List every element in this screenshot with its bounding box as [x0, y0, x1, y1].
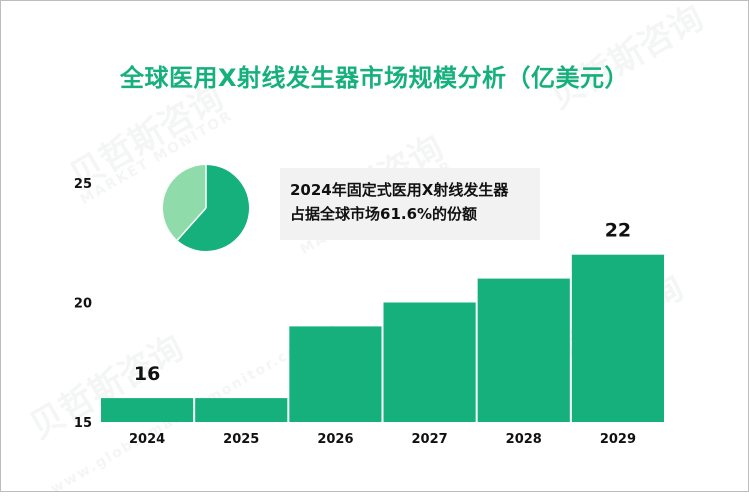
data-label-2029: 22 [605, 220, 631, 242]
x-tick-label-2026: 2026 [317, 432, 353, 447]
pie-divider-2 [176, 207, 207, 241]
pie-slice-major [177, 165, 249, 251]
y-tick-label-20: 20 [74, 297, 92, 312]
callout-box: 2024年固定式医用X射线发生器 占据全球市场61.6%的份额 [280, 168, 540, 240]
callout-text: 2024年固定式医用X射线发生器 占据全球市场61.6%的份额 [290, 178, 508, 226]
bar-2024 [101, 398, 194, 422]
callout-line-2: 占据全球市场61.6%的份额 [290, 205, 478, 223]
chart-title: 全球医用X射线发生器市场规模分析（亿美元） [119, 64, 629, 92]
y-tick-label-15: 15 [74, 416, 92, 431]
y-tick-label-25: 25 [74, 177, 92, 192]
x-tick-label-2025: 2025 [223, 432, 259, 447]
bar-2025 [195, 398, 288, 422]
x-tick-label-2028: 2028 [506, 432, 542, 447]
data-label-2024: 16 [134, 363, 160, 385]
bar-2027 [383, 302, 476, 422]
pie-slice-minor [163, 165, 206, 241]
bar-2029 [571, 254, 664, 422]
bar-2026 [289, 326, 382, 422]
callout-line-1: 2024年固定式医用X射线发生器 [290, 181, 509, 199]
x-tick-label-2027: 2027 [411, 432, 447, 447]
x-tick-label-2029: 2029 [600, 432, 636, 447]
bar-2028 [477, 278, 570, 422]
x-tick-label-2024: 2024 [129, 432, 165, 447]
